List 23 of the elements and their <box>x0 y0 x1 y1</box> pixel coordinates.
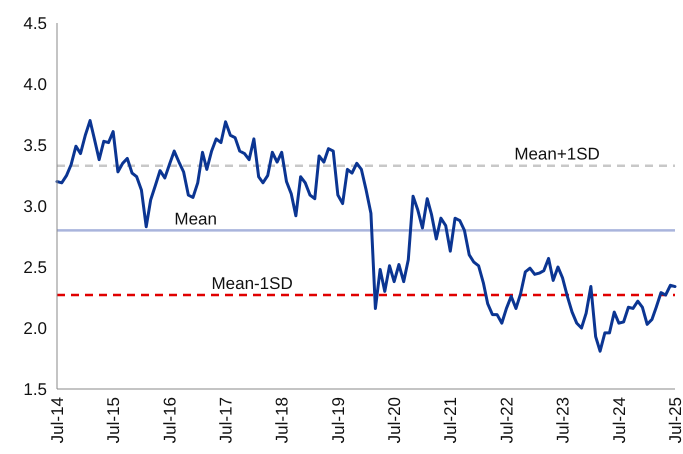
ref-line-label: Mean <box>174 209 217 228</box>
y-tick-label: 2.0 <box>23 318 47 338</box>
x-tick-label: Jul-25 <box>666 397 683 444</box>
x-tick-label: Jul-15 <box>104 397 124 444</box>
y-tick-label: 1.5 <box>23 380 47 399</box>
y-tick-label: 2.5 <box>23 258 47 277</box>
x-tick-label: Jul-19 <box>328 397 348 444</box>
ref-line-label: Mean+1SD <box>514 144 600 164</box>
x-tick-label: Jul-24 <box>610 397 629 444</box>
x-tick-label: Jul-14 <box>48 397 67 444</box>
y-tick-label: 3.5 <box>23 136 47 155</box>
y-tick-label: 3.0 <box>23 196 47 216</box>
x-tick-label: Jul-22 <box>497 397 516 444</box>
x-tick-label: Jul-16 <box>160 397 180 444</box>
x-tick-label: Jul-23 <box>554 397 573 444</box>
y-tick-label: 4.5 <box>23 14 47 33</box>
x-tick-label: Jul-20 <box>385 397 404 444</box>
x-tick-label: Jul-17 <box>216 397 236 444</box>
x-tick-label: Jul-21 <box>441 397 460 444</box>
y-tick-label: 4.0 <box>23 74 47 94</box>
ref-line-label: Mean-1SD <box>212 274 293 294</box>
x-tick-label: Jul-18 <box>272 397 292 444</box>
line-series <box>56 119 676 353</box>
